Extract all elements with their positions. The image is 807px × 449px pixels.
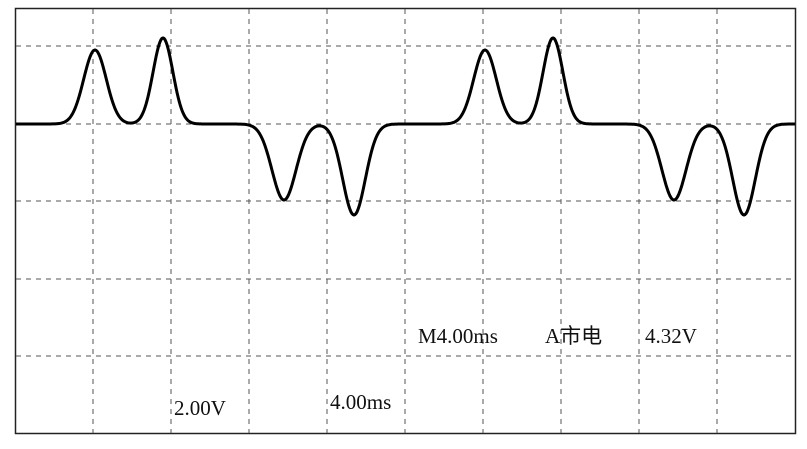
waveform	[16, 36, 795, 217]
timebase-readout: M4.00ms	[418, 324, 498, 348]
trigger-readout: A市电	[545, 324, 602, 348]
time-per-div-readout: 4.00ms	[330, 390, 391, 414]
trigger-level-readout: 4.32V	[645, 324, 697, 348]
grid	[16, 9, 795, 433]
volts-per-div-readout: 2.00V	[174, 396, 226, 420]
